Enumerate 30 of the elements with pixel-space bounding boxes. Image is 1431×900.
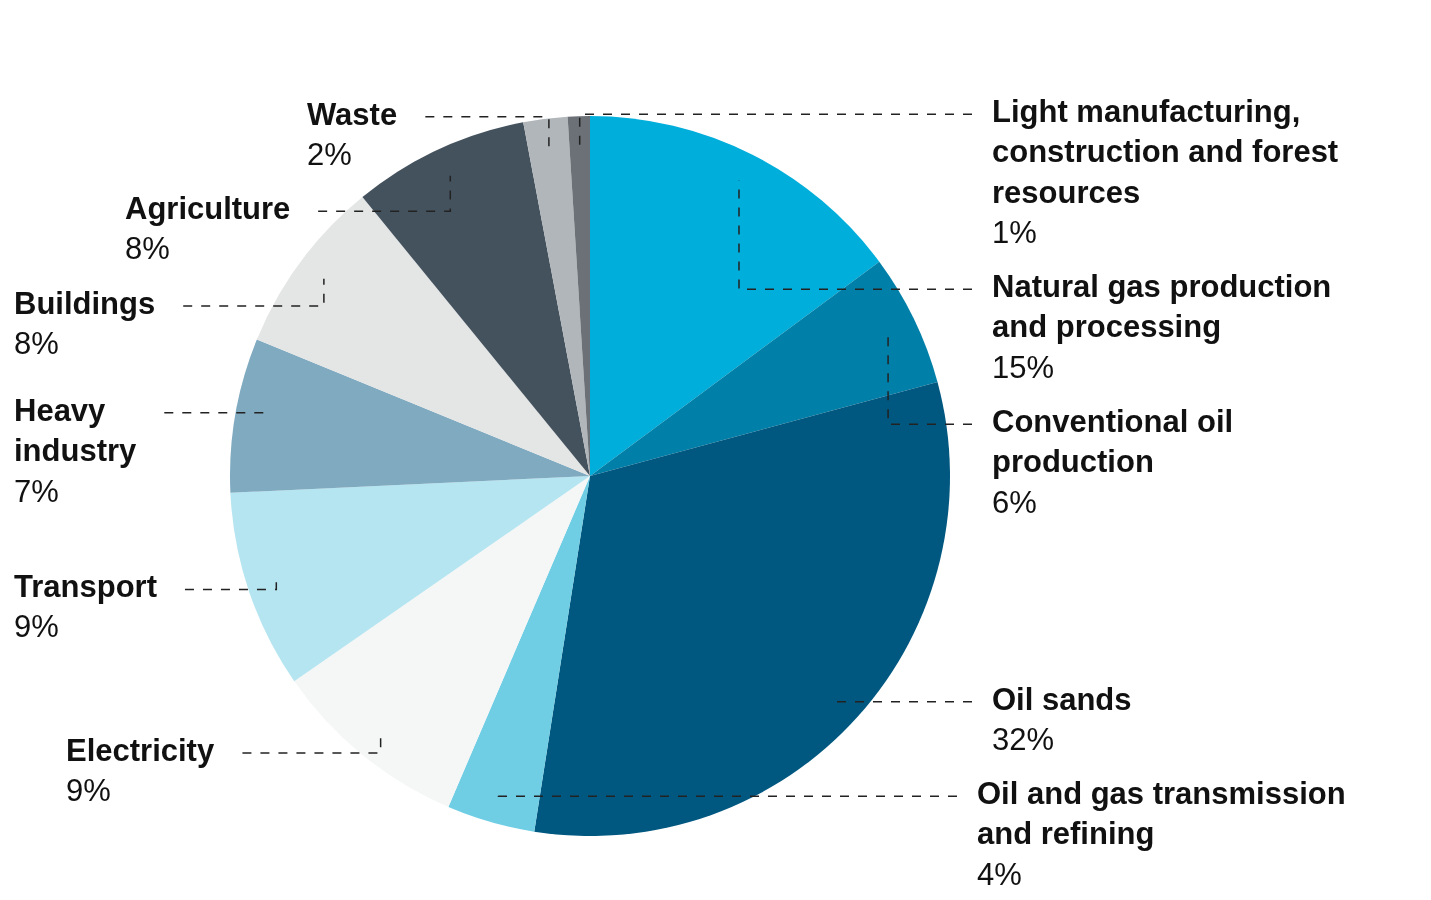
data-label: 32% xyxy=(992,722,1055,758)
data-label: 15% xyxy=(992,349,1055,385)
slice-label: Waste xyxy=(307,97,398,132)
pie-slice xyxy=(590,261,938,476)
data-label: 2% xyxy=(307,137,352,173)
data-label: 1% xyxy=(992,214,1037,250)
slice-label: Electricity xyxy=(66,733,215,768)
pie-slice xyxy=(534,381,950,836)
slice-label: Transport xyxy=(14,569,157,604)
slice-label: Oil sands xyxy=(992,682,1132,717)
data-label: 7% xyxy=(14,473,59,509)
slice-label: Agriculture xyxy=(125,191,291,226)
slice-label: Oil and gas transmission and refining xyxy=(977,776,1346,852)
data-label: 8% xyxy=(14,326,59,362)
data-label: 9% xyxy=(14,609,59,645)
data-label: 9% xyxy=(66,773,111,809)
pie-slice xyxy=(230,476,590,682)
data-label: 4% xyxy=(977,856,1022,892)
slice-label: Natural gas production and processing xyxy=(992,269,1332,345)
slice-label: Light manufacturing, construction and forest resources xyxy=(992,94,1339,210)
slice-label: Conventional oil production xyxy=(992,404,1234,480)
slice-label: Heavy industry xyxy=(14,393,138,469)
pie-slice xyxy=(523,116,590,476)
pie-slice xyxy=(294,476,590,807)
pie-slice xyxy=(230,339,590,493)
slice-label: Buildings xyxy=(14,286,156,321)
pie-slice xyxy=(590,116,880,476)
data-label: 8% xyxy=(125,231,170,267)
pie-slice xyxy=(448,476,590,832)
data-label: 6% xyxy=(992,484,1037,520)
